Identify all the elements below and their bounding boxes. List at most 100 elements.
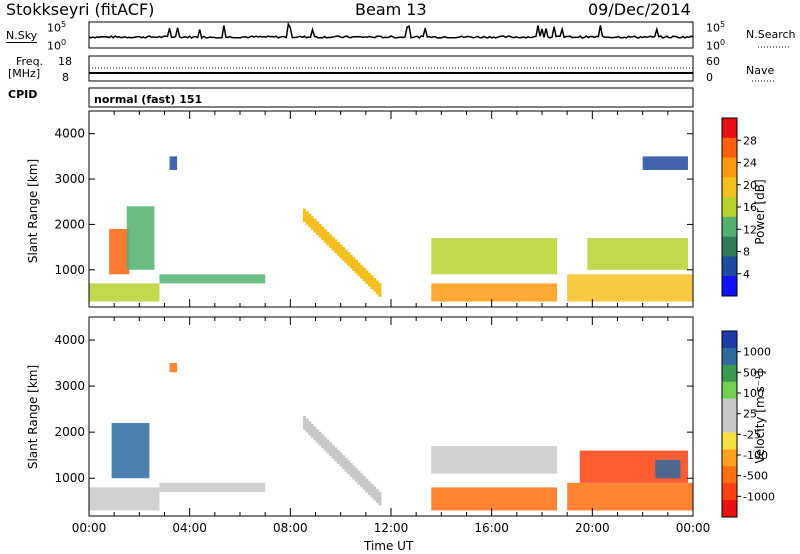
time-tick-label: 00:00	[676, 521, 711, 535]
ytick-label: 1000	[54, 263, 85, 277]
heatmap-band-cell	[305, 211, 309, 225]
colorbar-swatch	[722, 347, 737, 366]
colorbar-swatch	[722, 236, 737, 257]
heatmap-band-cell	[375, 280, 379, 295]
heatmap-band-cell	[313, 426, 317, 441]
colorbar-tick-label: 1000	[743, 346, 771, 359]
heatmap-band-cell	[370, 275, 374, 290]
heatmap-band-cell	[347, 252, 351, 266]
heatmap-band-cell	[349, 463, 353, 477]
velocity-yaxis: 1000 2000 3000 4000	[54, 333, 693, 485]
noise-left-bottom: 100	[47, 38, 67, 53]
colorbar-tick-label: 20	[743, 179, 757, 192]
noise-panel-frame	[88, 21, 694, 49]
heatmap-band-cell	[328, 442, 333, 456]
heatmap-band-cell	[362, 267, 366, 282]
colorbar-tick-label: 28	[743, 134, 757, 147]
colorbar-swatch	[722, 276, 737, 297]
heatmap-region-0-0	[89, 283, 160, 302]
colorbar-swatch	[722, 157, 737, 178]
heatmap-band-cell	[305, 418, 309, 433]
colorbar-swatch	[722, 398, 737, 417]
heatmap-band-cell	[321, 434, 325, 449]
heatmap-band-cell	[336, 241, 340, 256]
power-heatmap	[89, 156, 693, 302]
heatmap-band-cell	[373, 277, 377, 292]
colorbar-swatch	[722, 381, 737, 400]
heatmap-region-0-3	[169, 156, 178, 170]
noise-right-top: 105	[706, 20, 726, 35]
time-tick-label: 20:00	[575, 521, 610, 535]
ytick-label: 4000	[54, 127, 85, 141]
colorbar-tick-label: -500	[743, 470, 768, 483]
heatmap-band-cell	[323, 436, 327, 451]
heatmap-band-cell	[360, 265, 364, 279]
heatmap-band-cell	[336, 449, 340, 464]
heatmap-band-cell	[331, 236, 335, 251]
noise-sky-label: N.Sky	[6, 29, 38, 43]
time-tick-label: 00:00	[72, 521, 107, 535]
ytick-label: 2000	[54, 217, 85, 231]
colorbar-swatch	[722, 483, 737, 501]
colorbar-tick-label: -25	[743, 428, 761, 441]
heatmap-region-0-6	[431, 238, 558, 275]
heatmap-band-cell	[349, 254, 353, 269]
time-tick-label: 04:00	[172, 521, 207, 535]
heatmap-band-cell	[378, 491, 382, 506]
colorbar-swatch	[722, 197, 737, 218]
heatmap-region-1-3	[159, 482, 266, 493]
heatmap-band-cell	[321, 226, 325, 241]
heatmap-region-1-5	[431, 445, 558, 474]
time-tick-label: 16:00	[474, 521, 509, 535]
velocity-xaxis	[88, 317, 694, 516]
ytick-label: 4000	[54, 333, 85, 347]
noise-right-bottom: 100	[706, 38, 726, 53]
heatmap-band-cell	[310, 423, 314, 438]
heatmap-band-cell	[354, 468, 359, 483]
heatmap-band-cell	[360, 473, 364, 488]
heatmap-band-cell	[378, 283, 382, 297]
heatmap-band-cell	[357, 470, 361, 485]
colorbar-tick-label: 100	[743, 387, 764, 400]
heatmap-band-cell	[341, 455, 346, 470]
heatmap-band-cell	[302, 416, 307, 430]
heatmap-band-cell	[373, 486, 377, 501]
noise-trace	[88, 21, 694, 40]
power-colorbar: 28 24 20 16 12 8 4	[721, 117, 757, 297]
heatmap-region-0-1	[109, 228, 130, 275]
heatmap-region-1-0	[89, 487, 160, 511]
power-yaxis: 1000 2000 3000 4000	[54, 127, 693, 277]
colorbar-swatch	[722, 256, 737, 277]
heatmap-band-cell	[334, 447, 338, 462]
ytick-label: 2000	[54, 425, 85, 439]
heatmap-band-cell	[308, 421, 312, 436]
time-axis-title: Time UT	[364, 539, 414, 553]
power-xaxis	[88, 111, 694, 307]
colorbar-tick-label: -1000	[743, 490, 775, 503]
ytick-label: 3000	[54, 172, 85, 186]
heatmap-band-cell	[365, 270, 369, 284]
heatmap-band-cell	[339, 244, 343, 259]
noise-left-top: 105	[47, 20, 67, 35]
freq-left-top: 18	[58, 55, 72, 68]
heatmap-band-cell	[308, 213, 312, 228]
heatmap-band-cell	[310, 216, 314, 230]
freq-label-line1: Freq.	[16, 55, 44, 68]
heatmap-band-cell	[347, 460, 351, 475]
heatmap-region-0-4	[159, 274, 266, 284]
heatmap-band-cell	[367, 272, 372, 287]
heatmap-band-cell	[315, 429, 320, 443]
heatmap-band-cell	[339, 452, 343, 467]
colorbar-swatch	[722, 177, 737, 198]
heatmap-band-cell	[318, 223, 322, 238]
heatmap-band-cell	[357, 262, 361, 277]
freq-right-bottom: 0	[706, 71, 713, 84]
heatmap-band-cell	[313, 218, 317, 233]
heatmap-region-0-7	[567, 274, 693, 302]
date-title: 09/Dec/2014	[588, 0, 691, 19]
heatmap-band-cell	[328, 234, 333, 248]
colorbar-tick-label: 24	[743, 157, 757, 170]
colorbar-swatch	[722, 331, 737, 349]
heatmap-region-0-5	[431, 283, 558, 302]
ytick-label: 3000	[54, 379, 85, 393]
